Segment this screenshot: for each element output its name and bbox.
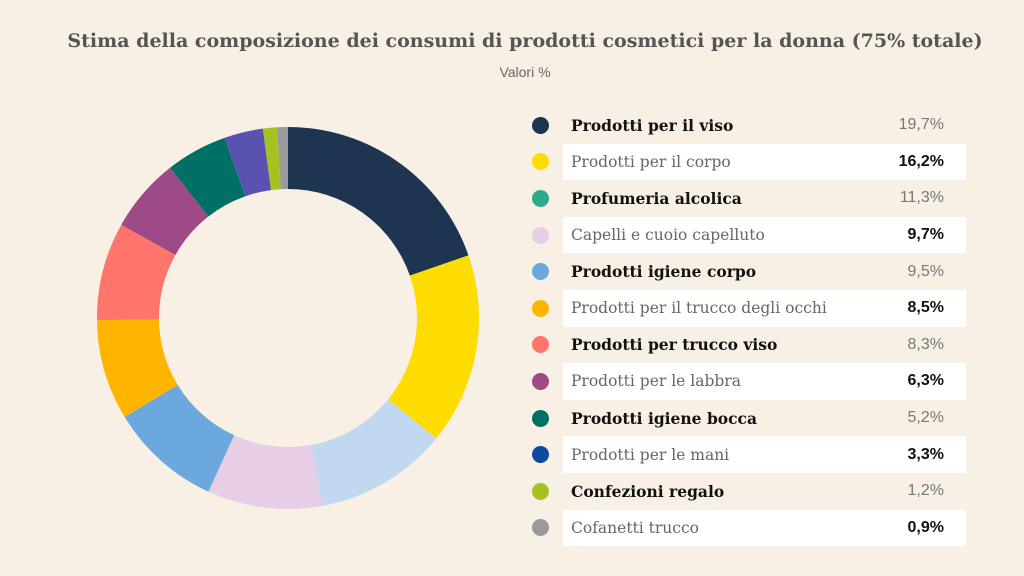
donut-slice xyxy=(277,127,288,190)
legend-swatch xyxy=(532,519,549,537)
legend-row-background xyxy=(563,436,966,473)
donut-slice xyxy=(96,224,176,321)
legend-value: 3,3% xyxy=(907,445,944,463)
donut-slice xyxy=(224,128,272,197)
chart-title: Stima della composizione dei consumi di … xyxy=(67,30,983,52)
legend-label: Prodotti per il corpo xyxy=(571,152,731,171)
legend-label: Cofanetti trucco xyxy=(571,518,699,537)
legend-item: Capelli e cuoio capelluto 9,7% xyxy=(528,216,968,254)
legend-swatch xyxy=(532,409,549,427)
legend-swatch xyxy=(532,299,549,317)
legend-row-background xyxy=(563,509,966,547)
legend-swatch xyxy=(532,446,549,464)
legend-label: Confezioni regalo xyxy=(571,481,725,501)
legend: Prodotti per il viso 19,7% Prodotti per il… xyxy=(528,107,968,547)
legend-row-background xyxy=(563,363,966,400)
legend-item: Prodotti igiene bocca 5,2% xyxy=(528,400,968,437)
legend-swatch xyxy=(532,153,549,171)
legend-value: 9,5% xyxy=(907,262,944,280)
legend-swatch xyxy=(532,263,549,281)
legend-item: Prodotti per le mani 3,3% xyxy=(528,436,968,473)
donut-slice xyxy=(262,127,281,191)
donut-slice xyxy=(124,384,235,492)
legend-item: Prodotti per trucco viso 8,3% xyxy=(528,327,968,364)
legend-value: 6,3% xyxy=(907,372,944,390)
legend-label: Profumeria alcolica xyxy=(571,188,742,208)
legend-swatch xyxy=(532,189,549,207)
legend-value: 0,9% xyxy=(907,518,944,536)
legend-item: Prodotti per il trucco degli occhi 8,5% xyxy=(528,289,968,327)
donut-slice xyxy=(310,399,437,506)
legend-swatch xyxy=(532,336,549,354)
legend-value: 8,5% xyxy=(907,299,944,317)
legend-label: Prodotti igiene bocca xyxy=(571,408,758,428)
donut-slice xyxy=(388,255,479,439)
legend-swatch xyxy=(532,116,549,134)
donut-slice xyxy=(208,435,322,509)
legend-swatch xyxy=(532,482,549,500)
legend-row-background xyxy=(563,216,966,254)
donut-slice xyxy=(97,319,178,417)
legend-row-background xyxy=(563,143,966,181)
legend-swatch xyxy=(532,226,549,244)
legend-item: Prodotti per le labbra 6,3% xyxy=(528,363,968,400)
legend-item: Prodotti per il corpo 16,2% xyxy=(528,143,968,181)
legend-item: Prodotti per il viso 19,7% xyxy=(528,107,968,144)
legend-value: 9,7% xyxy=(907,226,944,244)
legend-item: Profumeria alcolica 11,3% xyxy=(528,180,968,217)
chart-subtitle: Valori % xyxy=(499,64,551,80)
legend-swatch xyxy=(532,372,549,390)
legend-label: Prodotti per il viso xyxy=(571,115,734,135)
legend-label: Prodotti per il trucco degli occhi xyxy=(571,299,827,318)
legend-item: Cofanetti trucco 0,9% xyxy=(528,509,968,547)
legend-value: 5,2% xyxy=(907,409,944,427)
legend-value: 1,2% xyxy=(907,482,944,500)
legend-label: Prodotti per trucco viso xyxy=(571,335,778,355)
legend-label: Prodotti per le mani xyxy=(571,445,730,464)
legend-value: 19,7% xyxy=(898,116,944,134)
legend-item: Prodotti igiene corpo 9,5% xyxy=(528,253,968,290)
donut-slice xyxy=(121,167,209,256)
legend-label: Prodotti igiene corpo xyxy=(571,262,757,282)
legend-label: Capelli e cuoio capelluto xyxy=(571,226,765,245)
legend-value: 16,2% xyxy=(898,152,944,170)
donut-slice xyxy=(170,137,246,217)
legend-value: 8,3% xyxy=(907,335,944,353)
legend-value: 11,3% xyxy=(899,189,944,207)
donut-slice xyxy=(288,127,469,276)
legend-label: Prodotti per le labbra xyxy=(571,372,741,391)
donut-chart xyxy=(96,127,479,509)
legend-row-background xyxy=(563,289,966,327)
legend-item: Confezioni regalo 1,2% xyxy=(528,473,968,510)
